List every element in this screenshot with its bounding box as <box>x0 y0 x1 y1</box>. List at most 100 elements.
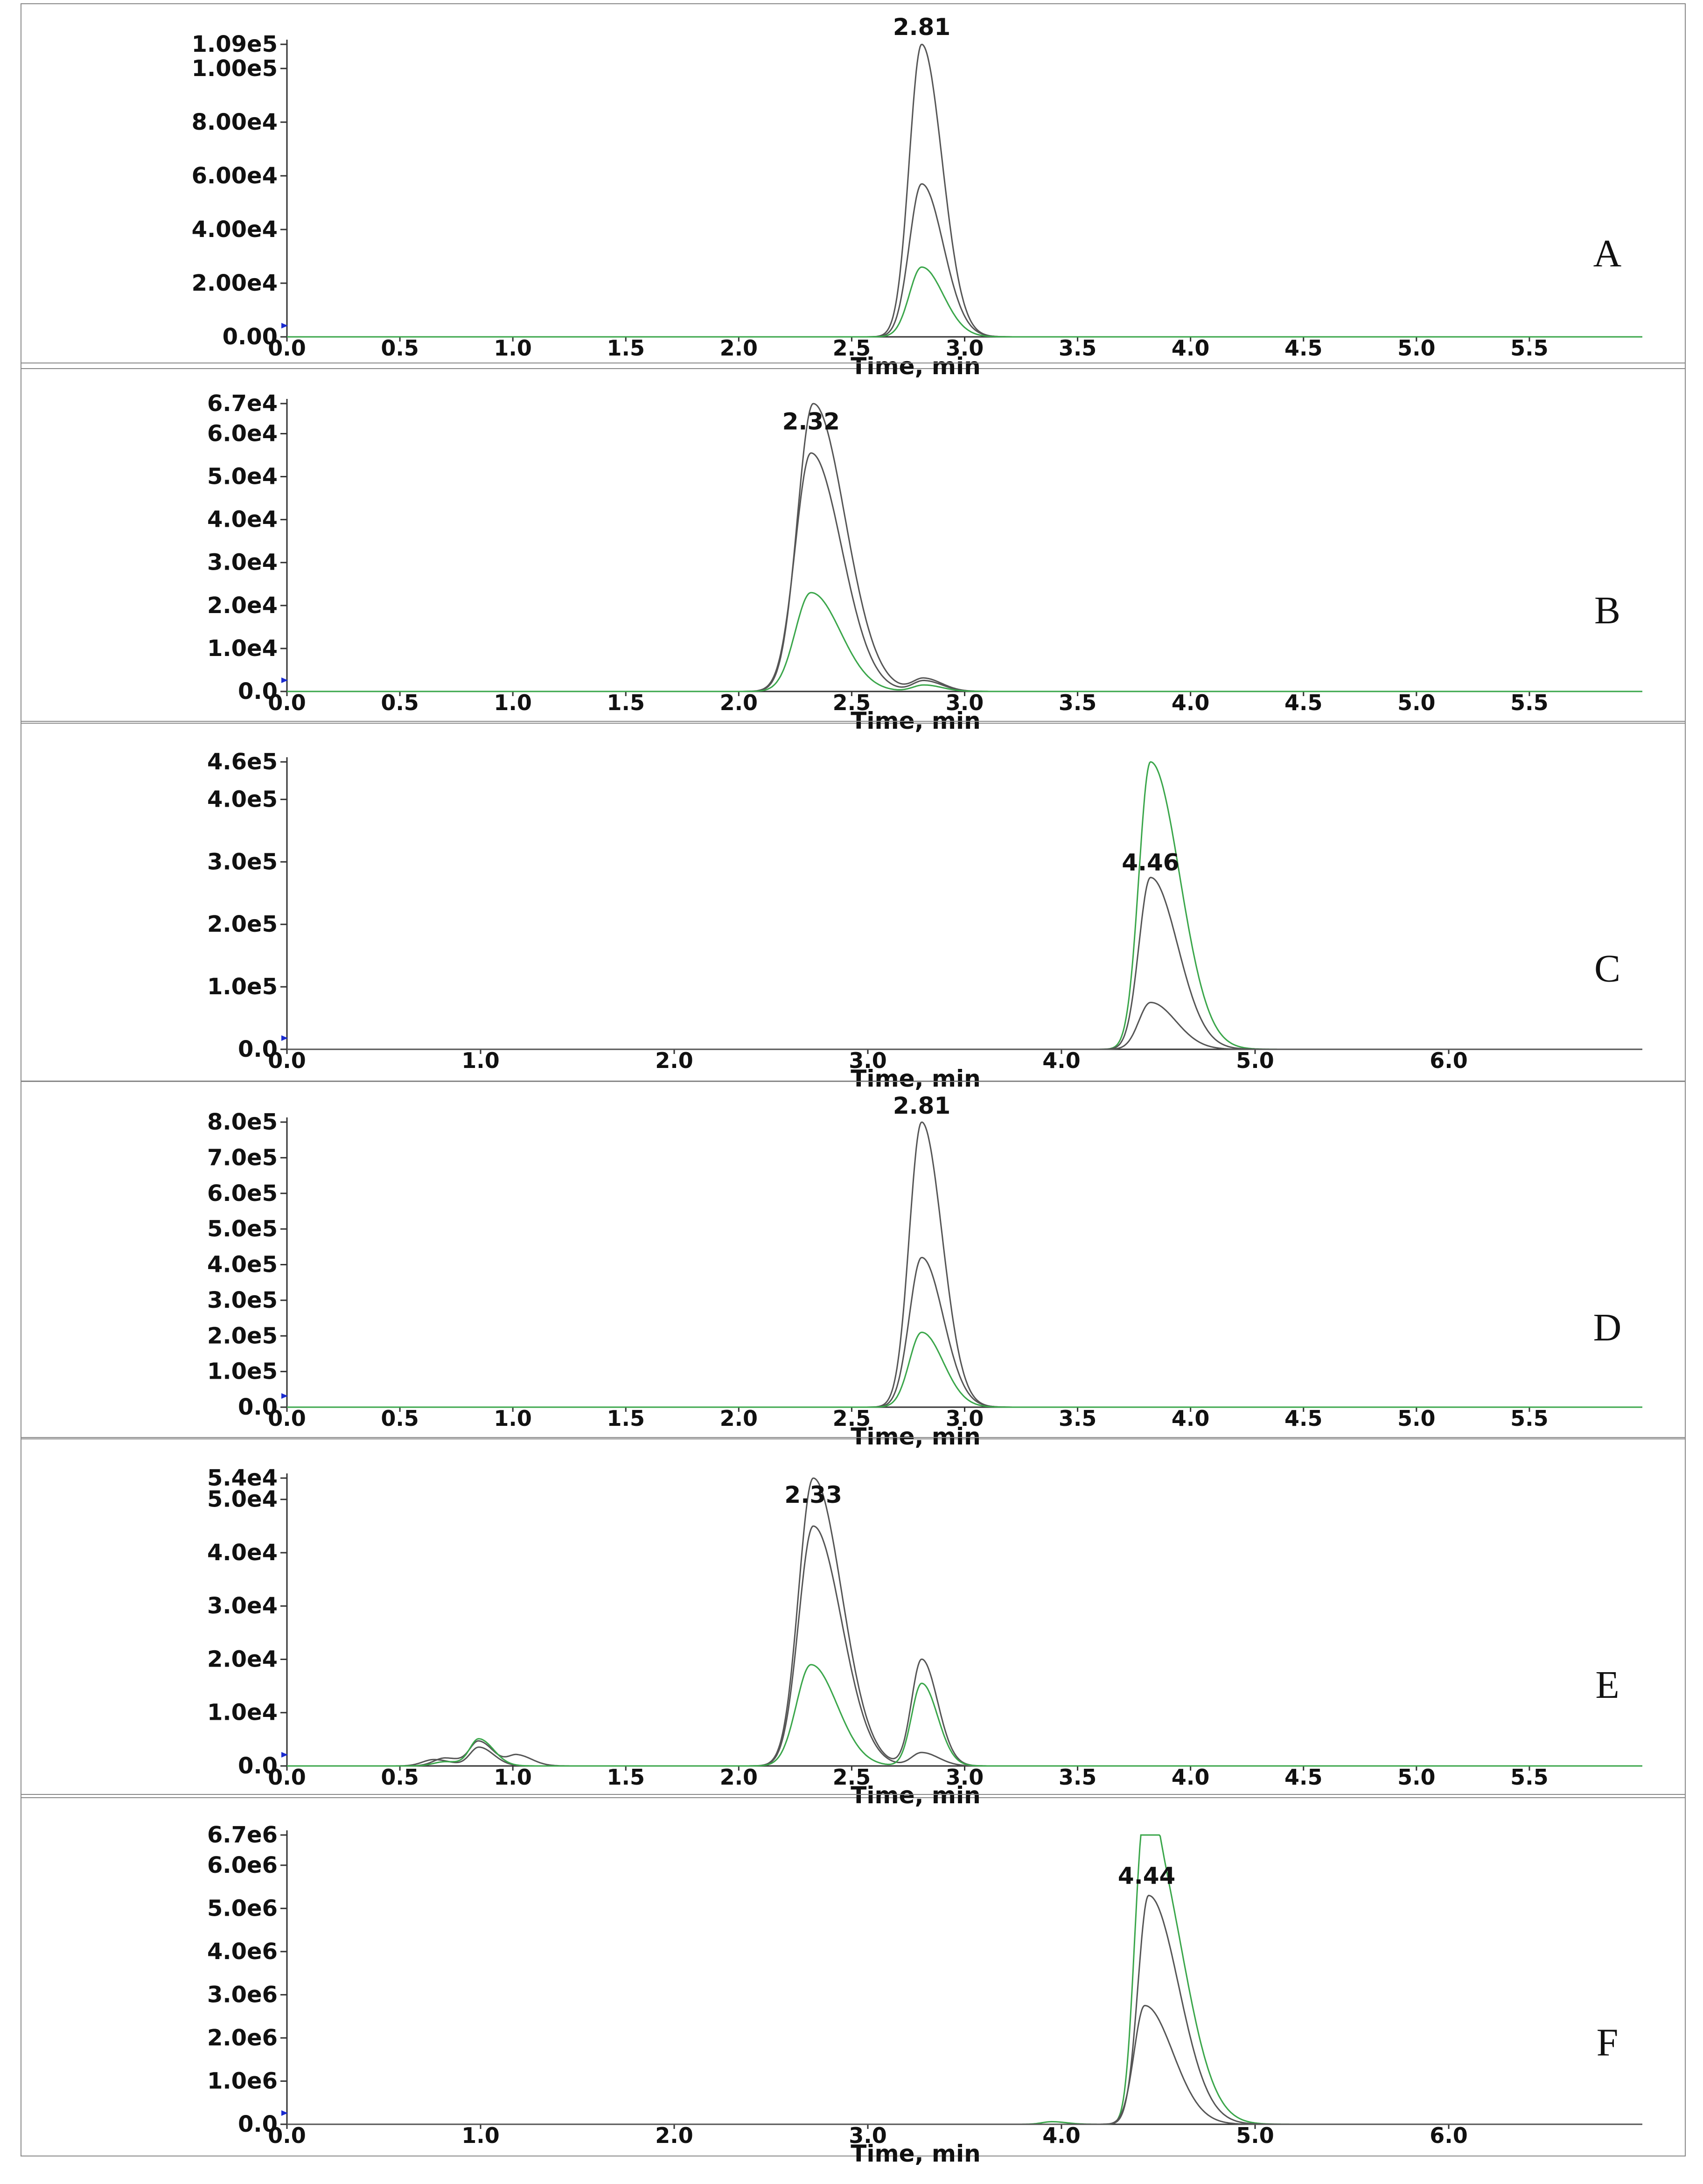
series-line-1 <box>287 1834 1642 2125</box>
y-tick-label: 0.0 <box>238 1394 278 1420</box>
x-tick-label: 0.5 <box>381 690 419 715</box>
series-line-1 <box>287 1477 1642 1767</box>
y-tick-label: 2.0e5 <box>207 1323 278 1349</box>
x-tick-label: 4.0 <box>1042 1048 1081 1073</box>
x-tick-label: 0.5 <box>381 1765 419 1790</box>
x-tick-label: 4.5 <box>1284 335 1323 361</box>
peak-rt-label: 2.32 <box>782 408 840 435</box>
origin-marker-icon <box>281 1752 288 1758</box>
series-line-3 <box>287 1664 1642 1767</box>
y-tick-label: 6.7e4 <box>207 391 278 417</box>
y-tick-label: 4.0e5 <box>207 1252 278 1278</box>
series-line-2 <box>287 1256 1642 1408</box>
series-line-1 <box>287 43 1642 338</box>
y-tick-label: 4.0e4 <box>207 507 278 533</box>
x-tick-label: 1.0 <box>494 690 532 715</box>
y-tick-label: 5.0e4 <box>207 1486 278 1513</box>
x-tick-label: 2.5 <box>833 690 871 715</box>
x-tick-label: 3.0 <box>946 335 984 361</box>
series-line-3 <box>287 266 1642 338</box>
series-line-2 <box>287 183 1642 338</box>
x-axis-label: Time, min <box>851 1782 981 1809</box>
y-tick-label: 4.0e6 <box>207 1939 278 1965</box>
series-line-2 <box>287 1525 1642 1767</box>
peak-rt-label: 4.44 <box>1118 1863 1175 1890</box>
x-tick-label: 3.5 <box>1059 1765 1097 1790</box>
chart-panel-c: 4.6e5 4.0e5 3.0e5 2.0e5 1.0e5 0.00.0 1.0 2.0 3.0… <box>21 721 1686 1092</box>
origin-marker-icon <box>281 1035 288 1041</box>
y-tick-label: 3.0e4 <box>207 1593 278 1619</box>
y-tick-label: 2.0e6 <box>207 2025 278 2051</box>
panel-label: F <box>1597 2021 1619 2065</box>
chart-panel-a: 1.09e51.00e58.00e46.00e44.00e42.00e40.00… <box>21 3 1686 380</box>
y-tick-label: 5.0e6 <box>207 1895 278 1921</box>
peak-rt-label: 4.46 <box>1122 849 1179 876</box>
x-tick-label: 1.5 <box>607 1765 645 1790</box>
y-tick-label: 1.0e6 <box>207 2068 278 2094</box>
x-tick-label: 4.5 <box>1284 1765 1323 1790</box>
x-tick-label: 0.0 <box>268 1765 306 1790</box>
y-tick-label: 5.0e4 <box>207 464 278 490</box>
x-tick-label: 0.0 <box>268 335 306 361</box>
x-tick-label: 3.0 <box>946 1765 984 1790</box>
x-tick-label: 2.0 <box>655 2123 693 2148</box>
x-tick-label: 3.0 <box>946 690 984 715</box>
series-line-2 <box>287 1895 1642 2125</box>
origin-marker-icon <box>281 1393 288 1399</box>
x-tick-label: 2.0 <box>720 335 758 361</box>
y-tick-label: 0.0 <box>238 678 278 705</box>
y-tick-label: 8.0e5 <box>207 1109 278 1135</box>
x-axis-label: Time, min <box>851 1065 981 1092</box>
x-tick-label: 1.5 <box>607 1406 645 1431</box>
y-tick-label: 1.0e4 <box>207 1700 278 1726</box>
x-tick-label: 5.0 <box>1236 2123 1274 2148</box>
x-tick-label: 5.0 <box>1397 335 1436 361</box>
y-tick-label: 5.0e5 <box>207 1216 278 1242</box>
y-tick-label: 3.0e6 <box>207 1982 278 2008</box>
y-tick-label: 6.0e5 <box>207 1180 278 1207</box>
y-tick-label: 3.0e5 <box>207 849 278 875</box>
x-tick-label: 6.0 <box>1430 2123 1468 2148</box>
panel-label: E <box>1595 1663 1619 1707</box>
series-line-2 <box>287 877 1642 1050</box>
x-tick-label: 1.0 <box>494 335 532 361</box>
x-tick-label: 4.0 <box>1042 2123 1081 2148</box>
y-tick-label: 3.0e5 <box>207 1287 278 1313</box>
chart-panel-f: 6.7e6 6.0e6 5.0e6 4.0e6 3.0e6 2.0e6 1.0e6 0.00.… <box>21 1794 1686 2167</box>
x-tick-label: 3.5 <box>1059 690 1097 715</box>
y-tick-label: 4.00e4 <box>192 216 278 243</box>
y-tick-label: 2.0e4 <box>207 1646 278 1672</box>
panel-frame <box>21 3 1686 369</box>
x-tick-label: 0.0 <box>268 690 306 715</box>
series-line-3 <box>287 2004 1642 2125</box>
y-tick-label: 0.0 <box>238 2111 278 2137</box>
panel-frame <box>21 1794 1686 2156</box>
y-tick-label: 1.09e5 <box>192 31 278 57</box>
x-axis-label: Time, min <box>851 2140 981 2167</box>
y-tick-label: 6.00e4 <box>192 163 278 189</box>
y-tick-label: 1.0e5 <box>207 1359 278 1385</box>
series-line-3 <box>287 1002 1642 1050</box>
x-tick-label: 2.5 <box>833 1406 871 1431</box>
y-tick-label: 8.00e4 <box>192 109 278 135</box>
x-tick-label: 5.5 <box>1510 690 1549 715</box>
x-tick-label: 3.5 <box>1059 335 1097 361</box>
panel-label: C <box>1594 947 1620 991</box>
x-tick-label: 2.5 <box>833 335 871 361</box>
x-tick-label: 4.0 <box>1172 335 1210 361</box>
x-tick-label: 2.0 <box>720 1406 758 1431</box>
x-tick-label: 5.5 <box>1510 335 1549 361</box>
panel-frame <box>21 363 1686 724</box>
x-tick-label: 2.0 <box>720 1765 758 1790</box>
x-tick-label: 1.0 <box>494 1765 532 1790</box>
x-tick-label: 0.0 <box>268 1406 306 1431</box>
panel-frame <box>21 721 1686 1082</box>
x-tick-label: 4.0 <box>1172 1765 1210 1790</box>
y-tick-label: 6.0e6 <box>207 1852 278 1878</box>
panel-label: B <box>1594 589 1620 632</box>
y-tick-label: 1.0e4 <box>207 635 278 662</box>
x-tick-label: 0.5 <box>381 335 419 361</box>
peak-rt-label: 2.81 <box>893 14 950 41</box>
y-tick-label: 4.0e4 <box>207 1540 278 1566</box>
y-tick-label: 6.7e6 <box>207 1822 278 1848</box>
